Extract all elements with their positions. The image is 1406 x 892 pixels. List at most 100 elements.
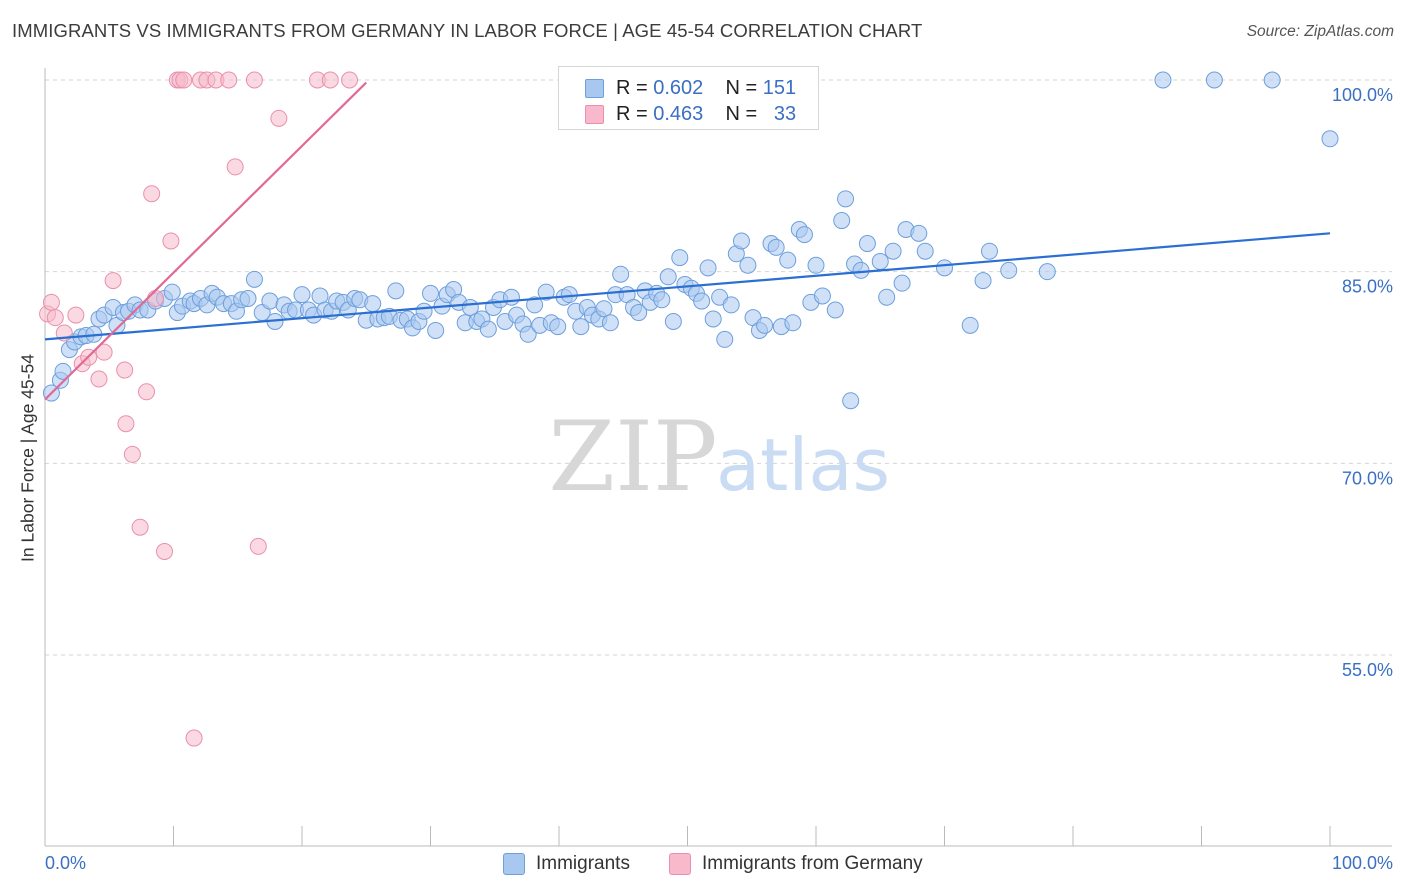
chart-source: Source: ZipAtlas.com (1246, 23, 1394, 40)
immigrants-point (427, 321, 445, 339)
germany-point (147, 290, 165, 307)
germany-point (341, 71, 359, 89)
immigrants-point (293, 286, 311, 304)
immigrants-point (54, 362, 72, 380)
legend-r-value: 0.463 (653, 103, 704, 125)
immigrants-point (502, 288, 520, 306)
y-tick-label: 100.0% (1332, 85, 1393, 105)
immigrants-point (572, 318, 590, 336)
germany-point (245, 71, 263, 89)
immigrants-point (693, 292, 711, 310)
immigrants-point (245, 270, 263, 288)
germany-point (249, 537, 267, 555)
immigrants-point (884, 242, 902, 260)
immigrants-point (858, 235, 876, 253)
trend-lines (44, 81, 1331, 401)
germany-point (321, 71, 339, 89)
immigrants-point (364, 295, 382, 313)
immigrants-point (549, 318, 567, 336)
immigrants-point (239, 290, 257, 307)
immigrants-point (704, 310, 722, 328)
germany-point (123, 445, 141, 463)
axes (44, 68, 1392, 847)
immigrants-point (756, 316, 774, 334)
immigrants-point (601, 314, 619, 332)
germany-point (116, 361, 134, 379)
germany-point (185, 729, 203, 747)
germany-point (226, 158, 244, 176)
legend-r-value: 0.602 (653, 77, 704, 99)
grid-lines (45, 79, 1392, 656)
immigrants-point (630, 304, 648, 322)
germany-point (175, 71, 193, 89)
immigrants-point (664, 313, 682, 330)
immigrants-point (1000, 261, 1018, 279)
germany-point (143, 185, 161, 203)
data-points (39, 71, 1339, 747)
immigrants-point (826, 301, 844, 319)
legend-swatch-pink (585, 105, 604, 124)
immigrants-point (974, 272, 992, 290)
immigrants-point (415, 302, 433, 320)
germany-trend-line (44, 81, 368, 401)
watermark: ZIP atlas (548, 401, 890, 513)
immigrants-point (842, 392, 860, 410)
germany-point (95, 343, 113, 361)
germany-point (46, 309, 64, 327)
y-tick-label: 55.0% (1342, 660, 1393, 680)
germany-point (117, 415, 135, 433)
immigrants-point (807, 256, 825, 274)
immigrants-point (526, 296, 544, 314)
immigrants-point (671, 249, 689, 267)
immigrants-point (1038, 263, 1056, 281)
immigrants-point (916, 242, 934, 260)
watermark-zip: ZIP (548, 401, 717, 513)
immigrants-point (767, 238, 785, 256)
tick-labels: 55.0% 70.0% 85.0% 100.0% 0.0% 100.0% (45, 85, 1393, 873)
immigrants-point (852, 261, 870, 279)
immigrants-point (732, 232, 750, 250)
legend-n-label: N = (725, 103, 763, 125)
immigrants-point (659, 268, 677, 286)
germany-point (220, 71, 238, 89)
immigrants-point (1154, 71, 1172, 89)
germany-point (138, 383, 156, 401)
series-legend: Immigrants Immigrants from Germany (0, 852, 1406, 878)
germany-point (131, 518, 149, 536)
immigrants-point (1263, 71, 1281, 89)
immigrants-point (537, 283, 555, 301)
series-swatch-pink (669, 853, 691, 875)
x-tick-label: 0.0% (45, 853, 86, 873)
immigrants-point (163, 283, 181, 301)
immigrants-point (479, 320, 497, 338)
immigrants-point (612, 265, 630, 283)
series-label-immigrants: Immigrants (536, 853, 630, 874)
immigrants-point (422, 284, 439, 302)
germany-point (67, 306, 85, 324)
immigrants-point (871, 252, 889, 270)
immigrants-point (961, 316, 979, 334)
legend-swatch-blue (585, 79, 604, 98)
immigrants-point (699, 259, 717, 277)
series-label-germany: Immigrants from Germany (702, 853, 923, 874)
immigrants-point (1205, 71, 1223, 89)
immigrants-point (833, 212, 851, 230)
series-swatch-blue (503, 853, 525, 875)
germany-point (90, 370, 108, 388)
chart-title: IMMIGRANTS VS IMMIGRANTS FROM GERMANY IN… (12, 20, 923, 41)
germany-point (104, 272, 122, 290)
correlation-legend: R = 0.602 N = 151 R = 0.463 N = 33 (558, 66, 819, 130)
immigrants-point (519, 325, 537, 343)
immigrants-point (387, 282, 405, 300)
immigrants-trend-line (44, 232, 1331, 341)
legend-n-label: N = (725, 77, 763, 99)
immigrants-point (910, 224, 928, 242)
immigrants-point (813, 287, 831, 305)
immigrants-point (837, 190, 855, 208)
legend-r-label: R = (616, 103, 654, 125)
y-tick-label: 70.0% (1342, 468, 1393, 488)
x-tick-label: 100.0% (1332, 853, 1393, 873)
legend-n-value: 151 (762, 77, 797, 99)
immigrants-point (716, 330, 734, 348)
